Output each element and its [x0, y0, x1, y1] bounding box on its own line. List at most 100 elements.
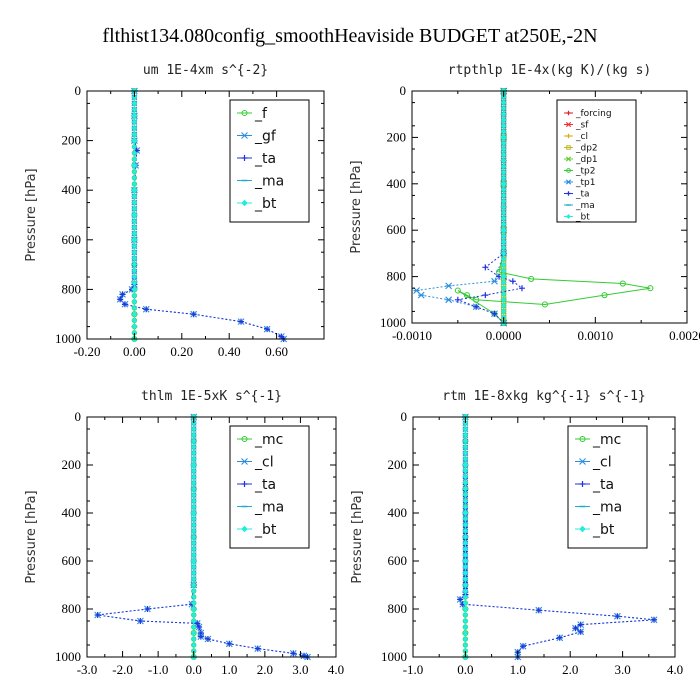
chart-panel-2: rtpthlp 1E-4x(kg K)/(kg s) Pressure [hPa]… [349, 63, 700, 343]
data-point [528, 275, 535, 282]
legend-label: _ta [575, 190, 590, 200]
data-point [500, 209, 507, 216]
series-bt [462, 413, 469, 661]
data-point [131, 274, 138, 280]
x-tick-label: -1.0 [403, 662, 424, 677]
data-point [462, 492, 469, 498]
data-point [462, 444, 469, 450]
legend-item: _sf [564, 121, 589, 131]
legend-item: _tp1 [564, 178, 595, 188]
data-point [190, 311, 197, 318]
legend-label: _bt [575, 213, 590, 223]
legend-swatch-marker [565, 179, 572, 185]
data-point [619, 280, 626, 287]
data-point [454, 296, 461, 303]
x-tick-label: 2.0 [562, 662, 578, 677]
data-point [500, 117, 507, 123]
data-point [194, 620, 201, 627]
data-point [500, 215, 507, 222]
data-point [131, 236, 138, 244]
x-tick-label: 4.0 [328, 662, 344, 677]
legend-item: _ta [564, 190, 590, 200]
legend-swatch-marker [241, 199, 248, 207]
data-point [226, 640, 233, 647]
legend: _f _gf _ta _ma _bt [229, 99, 310, 223]
data-point [144, 606, 151, 612]
data-point [94, 612, 101, 618]
data-point [131, 112, 138, 120]
y-tick-label: 600 [62, 232, 82, 247]
legend-label: _f [254, 106, 268, 122]
legend-label: _sf [575, 121, 589, 131]
data-point [572, 625, 579, 632]
data-point [121, 301, 128, 308]
legend-item: _ta [237, 151, 276, 167]
y-axis-label: Pressure [hPa] [24, 490, 39, 583]
x-tick-label: 0.0 [186, 662, 202, 677]
data-point [190, 564, 197, 570]
y-tick-label: 200 [62, 457, 82, 472]
legend-item: _mc [575, 432, 621, 448]
data-point [462, 438, 469, 444]
data-point [500, 192, 507, 199]
data-point [131, 323, 138, 330]
legend-label: _bt [254, 196, 277, 212]
data-point [131, 218, 138, 225]
legend-label: _tp2 [575, 167, 595, 177]
y-tick-label: 800 [62, 281, 82, 296]
data-point [190, 474, 197, 480]
data-point [462, 468, 469, 474]
data-point [190, 594, 197, 600]
x-tick-label: 0.40 [218, 344, 241, 359]
legend-label: _ta [254, 151, 276, 167]
data-point [462, 498, 469, 504]
data-point [117, 296, 124, 303]
data-point [131, 317, 138, 324]
series-line [97, 417, 308, 658]
data-point [541, 301, 548, 308]
data-point [462, 564, 469, 570]
panel-title: thlm 1E-5xK s^{-1} [141, 389, 282, 404]
data-point [190, 480, 197, 486]
data-point [462, 552, 469, 558]
series-ta [454, 88, 525, 326]
data-point [131, 168, 138, 175]
data-point [190, 576, 197, 582]
data-point [190, 624, 197, 630]
data-point [190, 540, 197, 546]
data-point [131, 156, 138, 163]
series-line [415, 91, 505, 324]
y-tick-label: 0 [75, 409, 82, 424]
legend-label: _ma [254, 499, 284, 515]
data-point [190, 498, 197, 504]
legend-swatch-marker [565, 156, 572, 162]
data-point [462, 618, 469, 624]
data-point [131, 255, 138, 262]
data-point [254, 645, 261, 652]
data-point [491, 310, 498, 317]
legend-item: _cl [564, 132, 588, 142]
data-point [462, 426, 469, 432]
data-point [500, 244, 507, 251]
data-point [190, 426, 197, 432]
data-point [500, 256, 507, 263]
data-point [520, 643, 527, 650]
data-point [131, 199, 138, 206]
data-point [190, 605, 198, 613]
legend-label: _forcing [575, 109, 612, 119]
data-point [462, 546, 469, 552]
data-point [462, 612, 469, 618]
data-point [462, 594, 469, 600]
data-point [500, 140, 507, 147]
legend-item: _ta [237, 477, 276, 493]
data-point [238, 318, 245, 325]
legend-swatch-marker [566, 145, 571, 150]
data-point [190, 528, 197, 534]
legend-item: _dp1 [564, 155, 598, 165]
data-point [190, 546, 197, 552]
data-point [190, 468, 197, 474]
legend-swatch-marker [579, 481, 586, 487]
figure-title: flthist134.080config_smoothHeaviside BUD… [102, 25, 597, 47]
legend-item: _tp2 [564, 167, 595, 177]
data-point [462, 576, 469, 582]
